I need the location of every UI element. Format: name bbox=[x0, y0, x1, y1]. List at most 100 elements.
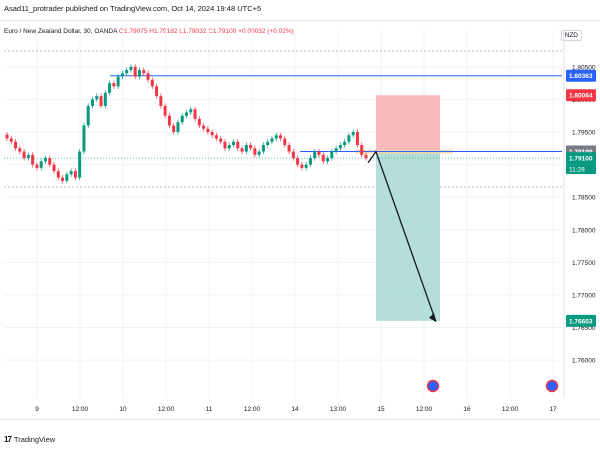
candle-body bbox=[253, 148, 257, 155]
candle-body bbox=[163, 105, 167, 116]
ohlc-values: O1.79075 H1.79182 L1.79032 C1.79100 +0.0… bbox=[118, 28, 294, 35]
time-tick-label: 10 bbox=[119, 406, 127, 413]
candle-body bbox=[129, 66, 133, 71]
candle-body bbox=[249, 145, 253, 149]
stop-loss-zone[interactable] bbox=[376, 95, 440, 152]
candle-body bbox=[150, 79, 154, 87]
candle-body bbox=[300, 164, 304, 168]
projection-arrow[interactable] bbox=[367, 150, 437, 323]
candle-body bbox=[14, 141, 18, 149]
candle-body bbox=[219, 138, 223, 142]
price-label: 1.76603 bbox=[569, 318, 593, 325]
candle-body bbox=[112, 83, 116, 87]
candle-body bbox=[313, 151, 317, 159]
candle-body bbox=[321, 154, 325, 162]
candle-body bbox=[39, 161, 43, 168]
price-label: 1.79100 bbox=[569, 156, 593, 163]
candle-body bbox=[167, 115, 171, 126]
take-profit-zone[interactable] bbox=[376, 151, 440, 321]
candle-body bbox=[26, 154, 30, 159]
candle-body bbox=[334, 148, 338, 152]
candle-body bbox=[287, 145, 291, 152]
candle-body bbox=[35, 164, 39, 168]
candle-body bbox=[61, 177, 65, 181]
candle-body bbox=[65, 174, 69, 181]
currency-badge[interactable]: NZD bbox=[560, 30, 582, 41]
candle-body bbox=[274, 135, 278, 139]
candle-body bbox=[364, 154, 368, 159]
price-tick-label: 1.76500 bbox=[572, 325, 596, 332]
candle-body bbox=[214, 135, 218, 139]
candle-body bbox=[18, 148, 22, 152]
candle-body bbox=[210, 132, 214, 136]
publisher-header: Asad11_protrader published on TradingVie… bbox=[4, 4, 262, 13]
candle-body bbox=[232, 141, 236, 146]
price-tick-label: 1.77500 bbox=[572, 260, 596, 267]
economic-event-icon[interactable] bbox=[426, 379, 440, 393]
candle-body bbox=[172, 125, 176, 132]
time-tick-label: 12:00 bbox=[416, 406, 433, 413]
candle-body bbox=[360, 145, 364, 155]
candle-body bbox=[308, 158, 312, 165]
time-tick-label: 14 bbox=[291, 406, 299, 413]
price-tick-label: 1.78000 bbox=[572, 227, 596, 234]
candle-body bbox=[279, 135, 283, 139]
candle-body bbox=[304, 164, 308, 168]
candle-body bbox=[343, 141, 347, 146]
candle-body bbox=[155, 86, 159, 97]
candle-body bbox=[99, 96, 103, 106]
candle-body bbox=[43, 158, 47, 162]
candle-body bbox=[330, 151, 334, 159]
candle-body bbox=[338, 145, 342, 149]
time-tick-label: 11 bbox=[206, 406, 213, 413]
price-tick-label: 1.79500 bbox=[572, 130, 596, 137]
candle-body bbox=[317, 151, 321, 155]
candle-body bbox=[202, 125, 206, 129]
time-tick-label: 9 bbox=[35, 406, 39, 413]
candle-body bbox=[197, 118, 201, 126]
candle-body bbox=[296, 158, 300, 165]
candle-body bbox=[90, 99, 94, 106]
tradingview-logo-icon: 17 bbox=[4, 435, 12, 444]
candle-body bbox=[31, 154, 35, 165]
chart-frame bbox=[0, 20, 600, 420]
candle-body bbox=[227, 145, 231, 149]
candle-body bbox=[5, 134, 9, 139]
candle-body bbox=[9, 138, 13, 142]
tradingview-brand: TradingView bbox=[13, 435, 56, 444]
candle-body bbox=[206, 128, 210, 132]
price-label-box bbox=[566, 69, 596, 82]
candle-body bbox=[176, 122, 180, 132]
candle-body bbox=[236, 141, 240, 149]
candle-body bbox=[291, 151, 295, 159]
price-tick-label: 1.78500 bbox=[572, 195, 596, 202]
candle-body bbox=[146, 73, 150, 80]
candle-body bbox=[56, 171, 60, 178]
candle-body bbox=[103, 92, 107, 106]
price-label-box bbox=[566, 152, 596, 165]
candle-body bbox=[189, 109, 193, 113]
candle-body bbox=[180, 115, 184, 123]
arrow-head-icon bbox=[429, 312, 436, 322]
candle-body bbox=[86, 105, 90, 126]
countdown-label: 11:28 bbox=[569, 167, 585, 174]
countdown-box bbox=[566, 164, 596, 175]
candle-body bbox=[142, 70, 146, 74]
candle-body bbox=[120, 73, 124, 77]
candle-body bbox=[283, 138, 287, 146]
tradingview-footer[interactable]: 17 TradingView bbox=[4, 435, 55, 444]
candle-body bbox=[270, 138, 274, 142]
candle-body bbox=[108, 83, 112, 93]
candle-body bbox=[326, 158, 330, 162]
candle-body bbox=[73, 171, 77, 178]
candle-body bbox=[133, 66, 137, 77]
candle-body bbox=[193, 109, 197, 119]
candle-body bbox=[52, 164, 56, 172]
candle-body bbox=[159, 96, 163, 106]
economic-event-icon[interactable] bbox=[545, 379, 559, 393]
time-tick-label: 17 bbox=[549, 406, 557, 413]
candle-body bbox=[351, 132, 355, 136]
candle-body bbox=[82, 125, 86, 152]
candle-body bbox=[48, 158, 52, 165]
